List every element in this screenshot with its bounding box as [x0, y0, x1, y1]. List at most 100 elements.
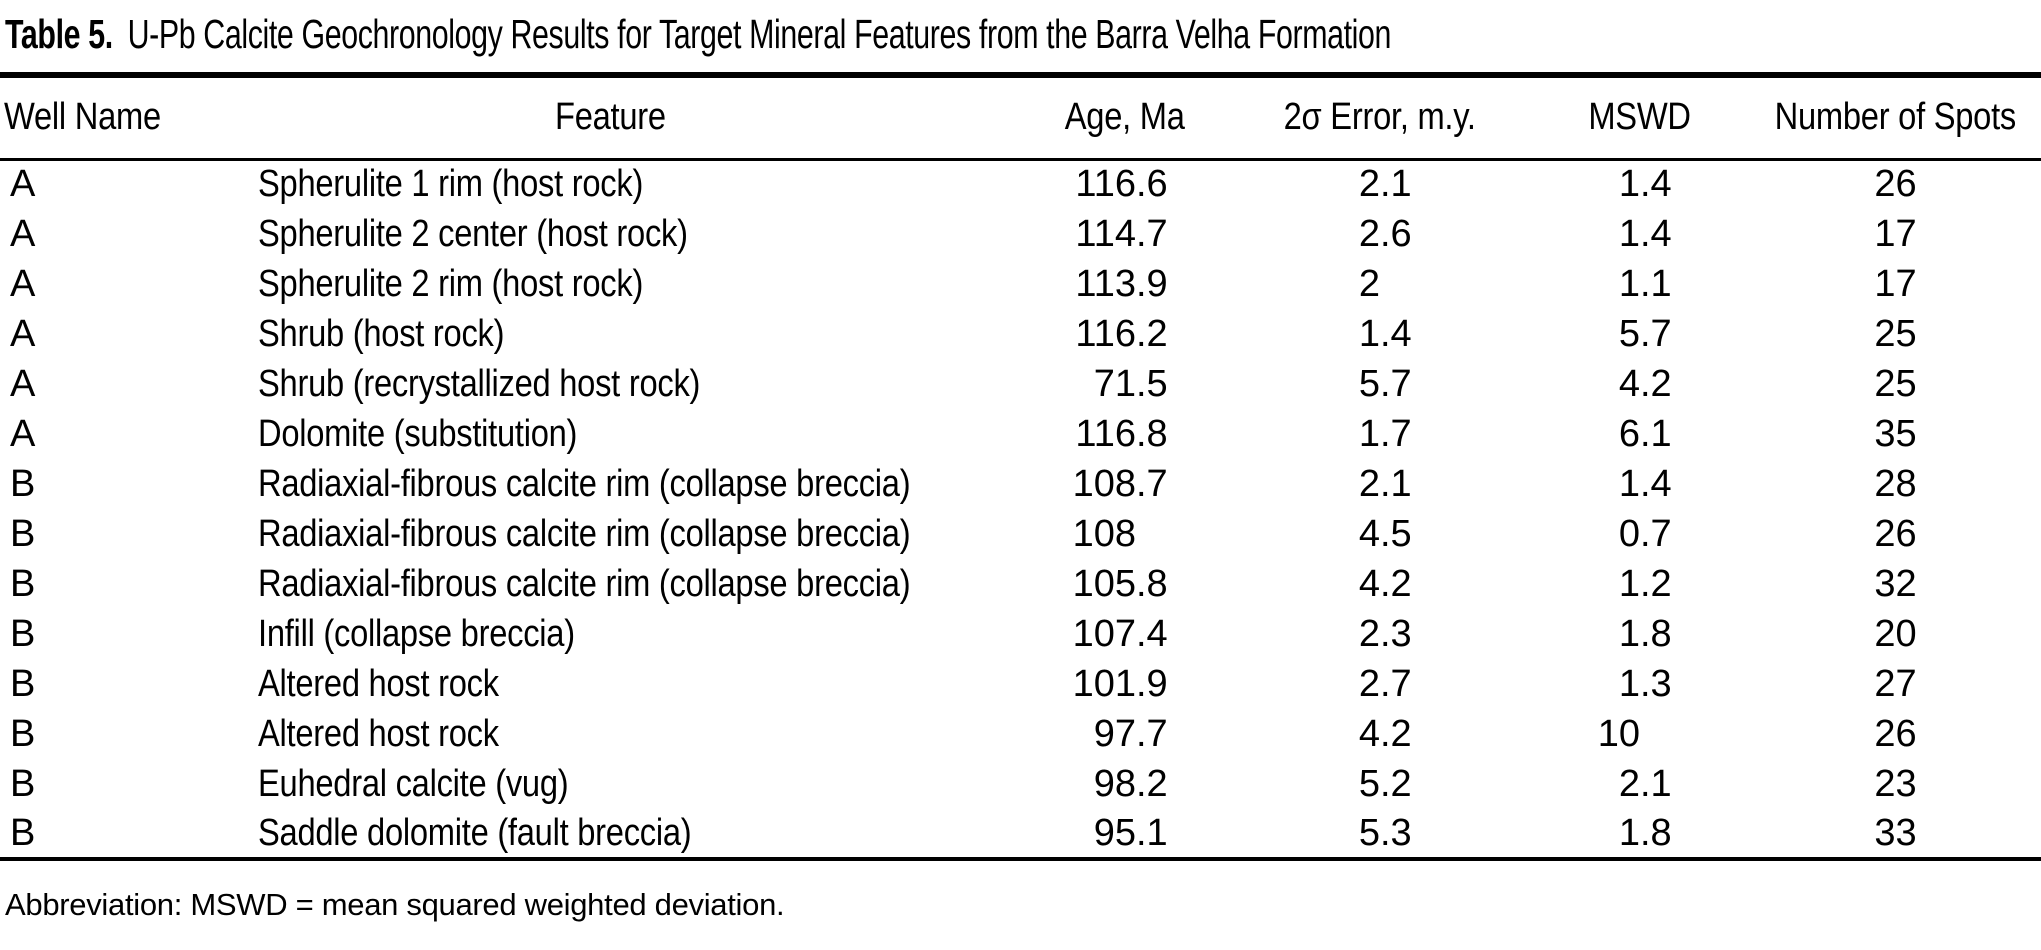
cell-mswd: 1.8	[1618, 612, 1672, 655]
cell-number-of-spots: 25	[1874, 362, 1917, 405]
table-row: B Altered host rock 97.7 4.2 10 26	[0, 709, 2041, 759]
cell-age-ma: 95.1	[1020, 809, 1230, 861]
cell-age-ma: 116.8	[1075, 412, 1168, 455]
header-number-of-spots: Number of Spots	[1750, 75, 2041, 161]
header-mswd-label: MSWD	[1588, 96, 1692, 139]
cell-mswd: 1.3	[1618, 662, 1672, 705]
cell-age-ma: 116.6	[1075, 163, 1168, 206]
cell-age-ma: 71.5	[1093, 362, 1168, 405]
cell-2sigma-error: 5.3	[1230, 809, 1530, 861]
table-footnote: Abbreviation: MSWD = mean squared weight…	[5, 887, 785, 922]
cell-feature-text: Dolomite (substitution)	[258, 412, 578, 455]
cell-feature-text: Spherulite 2 rim (host rock)	[258, 262, 644, 305]
cell-feature-text: Altered host rock	[258, 712, 499, 755]
cell-well-name: A	[10, 412, 36, 455]
cell-mswd: 1.2	[1618, 562, 1672, 605]
cell-well-name: B	[0, 809, 200, 861]
table-row: A Dolomite (substitution) 116.8 1.7 6.1 35	[0, 409, 2041, 459]
table-row: B Radiaxial-fibrous calcite rim (collapse…	[0, 559, 2041, 609]
cell-mswd: 1.4	[1618, 462, 1672, 505]
header-2sigma-error: 2σ Error, m.y.	[1230, 75, 1530, 161]
cell-2sigma-error: 2.1	[1358, 462, 1412, 505]
cell-mswd: 1.4	[1618, 212, 1672, 255]
cell-number-of-spots: 27	[1874, 662, 1917, 705]
cell-feature: Shrub (host rock)	[200, 309, 1020, 359]
cell-feature-text: Shrub (host rock)	[258, 312, 505, 355]
cell-age-ma: 108	[1072, 512, 1136, 555]
cell-2sigma-error: 2.7	[1358, 662, 1412, 705]
cell-2sigma-error: 2.6	[1358, 212, 1412, 255]
cell-feature: Radiaxial-fibrous calcite rim (collapse …	[200, 509, 1020, 559]
cell-number-of-spots: 28	[1874, 462, 1917, 505]
cell-well-name: A	[10, 312, 36, 355]
cell-2sigma-error: 5.2	[1358, 762, 1412, 805]
cell-age-ma: 105.8	[1072, 562, 1168, 605]
cell-number-of-spots: 32	[1874, 562, 1917, 605]
table-row: A Spherulite 2 center (host rock) 114.7 2.6…	[0, 209, 2041, 259]
cell-number-of-spots: 26	[1874, 512, 1917, 555]
cell-feature-text: Euhedral calcite (vug)	[258, 762, 569, 805]
cell-age-ma: 97.7	[1093, 712, 1168, 755]
cell-2sigma-error: 5.7	[1358, 362, 1412, 405]
cell-number-of-spots: 20	[1874, 612, 1917, 655]
cell-mswd: 1.1	[1618, 262, 1672, 305]
cell-number-of-spots: 17	[1874, 262, 1917, 305]
header-2sigma-error-label: 2σ Error, m.y.	[1283, 96, 1477, 139]
cell-feature-text: Radiaxial-fibrous calcite rim (collapse …	[258, 512, 911, 555]
header-number-of-spots-label: Number of Spots	[1774, 96, 2017, 139]
cell-number-of-spots: 26	[1874, 163, 1917, 206]
cell-well-name: A	[10, 362, 36, 405]
table-row: A Spherulite 1 rim (host rock) 116.6 2.1 1.4…	[0, 159, 2041, 209]
cell-feature-text: Spherulite 1 rim (host rock)	[258, 163, 644, 206]
table-row: A Shrub (host rock) 116.2 1.4 5.7 25	[0, 309, 2041, 359]
cell-feature-text: Saddle dolomite (fault breccia)	[258, 811, 692, 854]
cell-mswd: 2.1	[1618, 762, 1672, 805]
cell-feature-text: Shrub (recrystallized host rock)	[258, 362, 701, 405]
cell-feature: Saddle dolomite (fault breccia)	[200, 809, 1020, 861]
cell-well-name: B	[10, 562, 36, 605]
table-number-label: Table 5.	[5, 11, 113, 57]
cell-2sigma-error: 2.3	[1358, 612, 1412, 655]
cell-well-name: B	[10, 612, 36, 655]
cell-feature: Altered host rock	[200, 709, 1020, 759]
cell-well-name: A	[10, 212, 36, 255]
cell-mswd: 1.8	[1530, 809, 1750, 861]
table-title: U-Pb Calcite Geochronology Results for T…	[127, 11, 1392, 57]
header-age-ma-label: Age, Ma	[1065, 96, 1185, 139]
geochronology-table: Well Name Feature Age, Ma 2σ Error, m.y.…	[0, 72, 2041, 861]
cell-feature: Infill (collapse breccia)	[200, 609, 1020, 659]
cell-mswd: 10	[1597, 712, 1640, 755]
table-header: Well Name Feature Age, Ma 2σ Error, m.y.…	[0, 75, 2041, 161]
cell-number-of-spots: 23	[1874, 762, 1917, 805]
table-row: A Shrub (recrystallized host rock) 71.5 5.7…	[0, 359, 2041, 409]
cell-mswd: 0.7	[1618, 512, 1672, 555]
cell-feature-text: Altered host rock	[258, 662, 499, 705]
cell-feature-text: Spherulite 2 center (host rock)	[258, 212, 688, 255]
table-caption: Table 5. U-Pb Calcite Geochronology Resul…	[0, 8, 2041, 64]
table-caption-text: Table 5. U-Pb Calcite Geochronology Resul…	[5, 8, 1391, 60]
cell-feature: Spherulite 1 rim (host rock)	[200, 159, 1020, 209]
cell-2sigma-error: 2	[1358, 262, 1380, 305]
header-age-ma: Age, Ma	[1020, 75, 1230, 161]
cell-feature-text: Infill (collapse breccia)	[258, 612, 575, 655]
cell-feature: Altered host rock	[200, 659, 1020, 709]
table-row: B Saddle dolomite (fault breccia) 95.1 5.3 1…	[0, 809, 2041, 861]
cell-feature: Radiaxial-fibrous calcite rim (collapse …	[200, 559, 1020, 609]
cell-well-name: B	[10, 462, 36, 505]
cell-well-name: B	[10, 512, 36, 555]
cell-2sigma-error: 1.4	[1358, 312, 1412, 355]
header-well-name: Well Name	[0, 75, 200, 161]
cell-2sigma-error: 4.2	[1358, 562, 1412, 605]
cell-well-name: B	[10, 712, 36, 755]
cell-feature: Spherulite 2 rim (host rock)	[200, 259, 1020, 309]
cell-well-name: B	[10, 662, 36, 705]
cell-number-of-spots: 25	[1874, 312, 1917, 355]
cell-feature: Euhedral calcite (vug)	[200, 759, 1020, 809]
cell-feature: Dolomite (substitution)	[200, 409, 1020, 459]
cell-well-name: A	[10, 262, 36, 305]
table-row: A Spherulite 2 rim (host rock) 113.9 2 1.1 17	[0, 259, 2041, 309]
table-row: B Radiaxial-fibrous calcite rim (collapse…	[0, 459, 2041, 509]
cell-number-of-spots: 17	[1874, 212, 1917, 255]
cell-number-of-spots: 26	[1874, 712, 1917, 755]
